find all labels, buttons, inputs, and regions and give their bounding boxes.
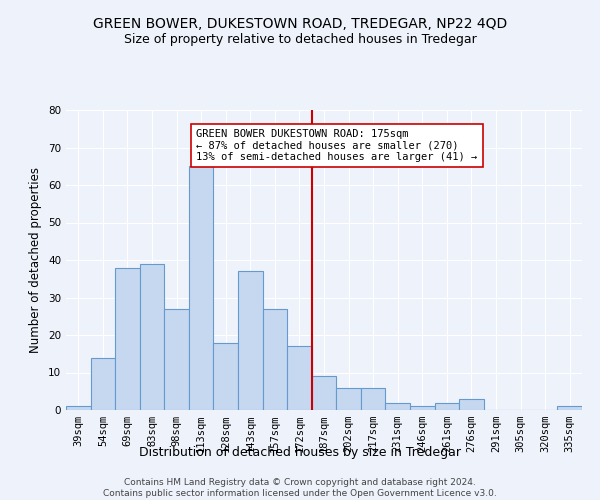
Bar	[459, 399, 484, 410]
Bar	[115, 268, 140, 410]
Bar	[140, 264, 164, 410]
Bar	[287, 346, 312, 410]
Bar	[336, 388, 361, 410]
Bar	[238, 271, 263, 410]
Bar	[361, 388, 385, 410]
Bar	[189, 166, 214, 410]
Text: GREEN BOWER DUKESTOWN ROAD: 175sqm
← 87% of detached houses are smaller (270)
13: GREEN BOWER DUKESTOWN ROAD: 175sqm ← 87%…	[196, 128, 478, 162]
Bar	[164, 308, 189, 410]
Text: Distribution of detached houses by size in Tredegar: Distribution of detached houses by size …	[139, 446, 461, 459]
Bar	[312, 376, 336, 410]
Bar	[385, 402, 410, 410]
Bar	[263, 308, 287, 410]
Bar	[66, 406, 91, 410]
Text: Contains HM Land Registry data © Crown copyright and database right 2024.
Contai: Contains HM Land Registry data © Crown c…	[103, 478, 497, 498]
Bar	[557, 406, 582, 410]
Bar	[214, 342, 238, 410]
Text: GREEN BOWER, DUKESTOWN ROAD, TREDEGAR, NP22 4QD: GREEN BOWER, DUKESTOWN ROAD, TREDEGAR, N…	[93, 18, 507, 32]
Bar	[91, 358, 115, 410]
Text: Size of property relative to detached houses in Tredegar: Size of property relative to detached ho…	[124, 32, 476, 46]
Y-axis label: Number of detached properties: Number of detached properties	[29, 167, 43, 353]
Bar	[410, 406, 434, 410]
Bar	[434, 402, 459, 410]
